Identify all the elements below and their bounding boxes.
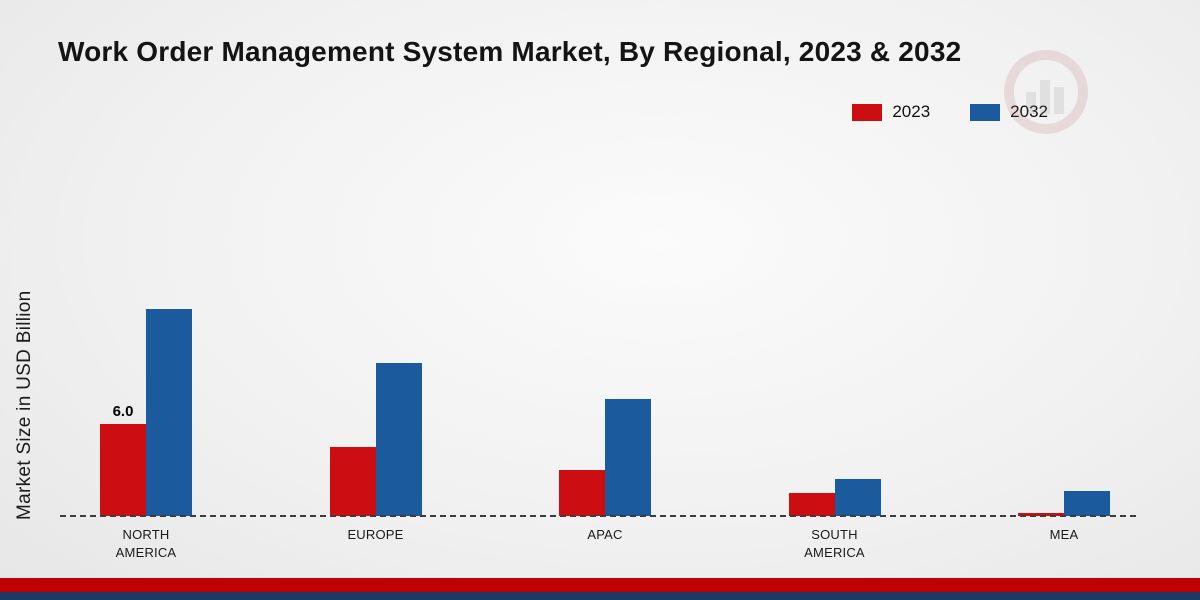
bar-2023-south-america <box>788 493 835 516</box>
x-axis-category-label: NORTH AMERICA <box>115 527 177 560</box>
bar-2023-europe <box>329 447 376 516</box>
legend-item-2032: 2032 <box>970 102 1048 122</box>
bar-2023-apac <box>559 470 605 516</box>
footer-red-band <box>0 578 1200 592</box>
bar-2023-mea <box>1018 513 1064 516</box>
chart-legend: 2023 2032 <box>852 102 1048 122</box>
bar-group-apac: APAC <box>559 399 651 542</box>
bar-2032-mea <box>1064 491 1110 516</box>
bar-group-europe: EUROPE <box>329 363 422 542</box>
bar-2032-south-america <box>834 479 881 516</box>
bar-2032-europe <box>375 363 422 516</box>
footer-navy-band <box>0 592 1200 600</box>
bar-group-mea: MEA <box>1018 491 1110 542</box>
legend-item-2023: 2023 <box>852 102 930 122</box>
bar-group-south-america: SOUTH AMERICA <box>788 479 881 560</box>
bar-2032-north-america <box>146 309 192 516</box>
bar-2032-apac <box>605 399 651 516</box>
bar-value-label: 6.0 <box>112 403 134 420</box>
bar-2023-north-america: 6.0 <box>100 403 146 516</box>
legend-swatch-2023 <box>852 103 883 121</box>
x-axis-baseline <box>60 515 1136 517</box>
x-axis-category-label: EUROPE <box>347 527 404 542</box>
legend-swatch-2032 <box>970 103 1001 121</box>
x-axis-category-label: MEA <box>1049 527 1079 542</box>
x-axis-category-label: SOUTH AMERICA <box>804 527 865 560</box>
legend-label-2032: 2032 <box>1010 102 1048 121</box>
bar-group-north-america: 6.0 NORTH AMERICA <box>100 309 192 560</box>
watermark-bar-icon <box>1054 87 1064 114</box>
legend-label-2023: 2023 <box>892 102 931 121</box>
page-title: Work Order Management System Market, By … <box>58 36 962 67</box>
x-axis-category-label: APAC <box>587 527 623 542</box>
y-axis-label: Market Size in USD Billion <box>14 290 35 520</box>
bar-chart-plot: 6.0 NORTH AMERICA EUROPE APAC SOUTH AMERICA M… <box>100 216 1110 560</box>
